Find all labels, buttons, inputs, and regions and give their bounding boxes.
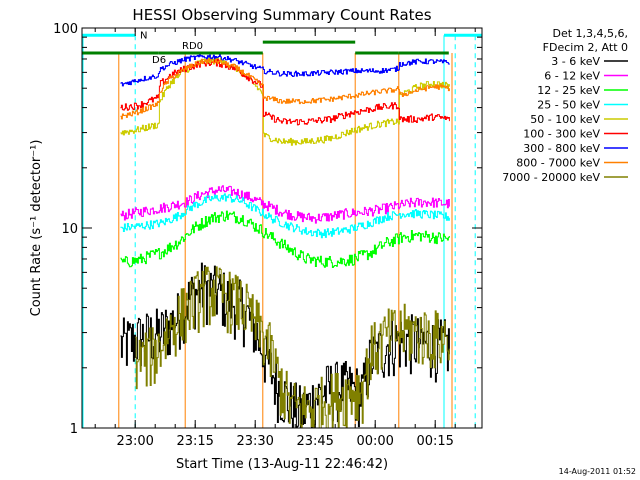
series-line-100-300keV	[120, 59, 450, 126]
series-line-12-25keV	[120, 210, 450, 268]
x-axis-label: Start Time (13-Aug-11 22:46:42)	[176, 457, 388, 472]
x-tick-label-2345: 23:45	[296, 434, 333, 449]
data-layer	[82, 33, 482, 429]
series-line-800-7000keV	[120, 58, 450, 120]
legend-label-300-800keV: 300 - 800 keV	[523, 142, 600, 155]
legend-label-25-50keV: 25 - 50 keV	[537, 99, 600, 112]
x-tick-label-0000: 00:00	[356, 434, 393, 449]
chart-title: HESSI Observing Summary Count Rates	[132, 6, 431, 24]
legend-label-3-6keV: 3 - 6 keV	[551, 55, 600, 68]
legend-header-0: Det 1,3,4,5,6,	[552, 27, 628, 40]
legend-label-12-25keV: 12 - 25 keV	[537, 84, 600, 97]
x-tick-label-2315: 23:15	[176, 434, 213, 449]
legend-label-100-300keV: 100 - 300 keV	[523, 128, 600, 141]
legend-label-7000-20000keV: 7000 - 20000 keV	[502, 171, 600, 184]
x-tick-label-2330: 23:30	[236, 434, 273, 449]
footer-timestamp: 14-Aug-2011 01:52	[559, 467, 636, 476]
x-tick-label-2300: 23:00	[116, 434, 153, 449]
series-line-25-50keV	[120, 193, 450, 239]
y-tick-label-1: 1	[70, 422, 78, 437]
plot-frame	[81, 27, 483, 429]
text-layer: N RD0 D6 1 10 100 23:00 23:15 23:30 23:45 00:00 00:…	[29, 6, 636, 476]
x-tick-label-0015: 00:15	[416, 434, 453, 449]
legend-label-800-7000keV: 800 - 7000 keV	[516, 157, 600, 170]
y-tick-label-10: 10	[61, 222, 78, 237]
legend-label-6-12keV: 6 - 12 keV	[544, 70, 600, 83]
annotation-rd0: RD0	[182, 41, 203, 52]
y-axis-label: Count Rate (s⁻¹ detector⁻¹)	[29, 140, 44, 317]
series-line-6-12keV	[120, 185, 450, 224]
legend-label-50-100keV: 50 - 100 keV	[530, 113, 600, 126]
series-line-300-800keV	[120, 53, 450, 87]
legend-header-1: FDecim 2, Att 0	[543, 41, 628, 54]
annotation-n: N	[140, 30, 147, 41]
y-tick-label-100: 100	[53, 22, 78, 37]
series-line-7000-20000keV	[135, 266, 450, 429]
annotation-d6: D6	[152, 55, 166, 66]
